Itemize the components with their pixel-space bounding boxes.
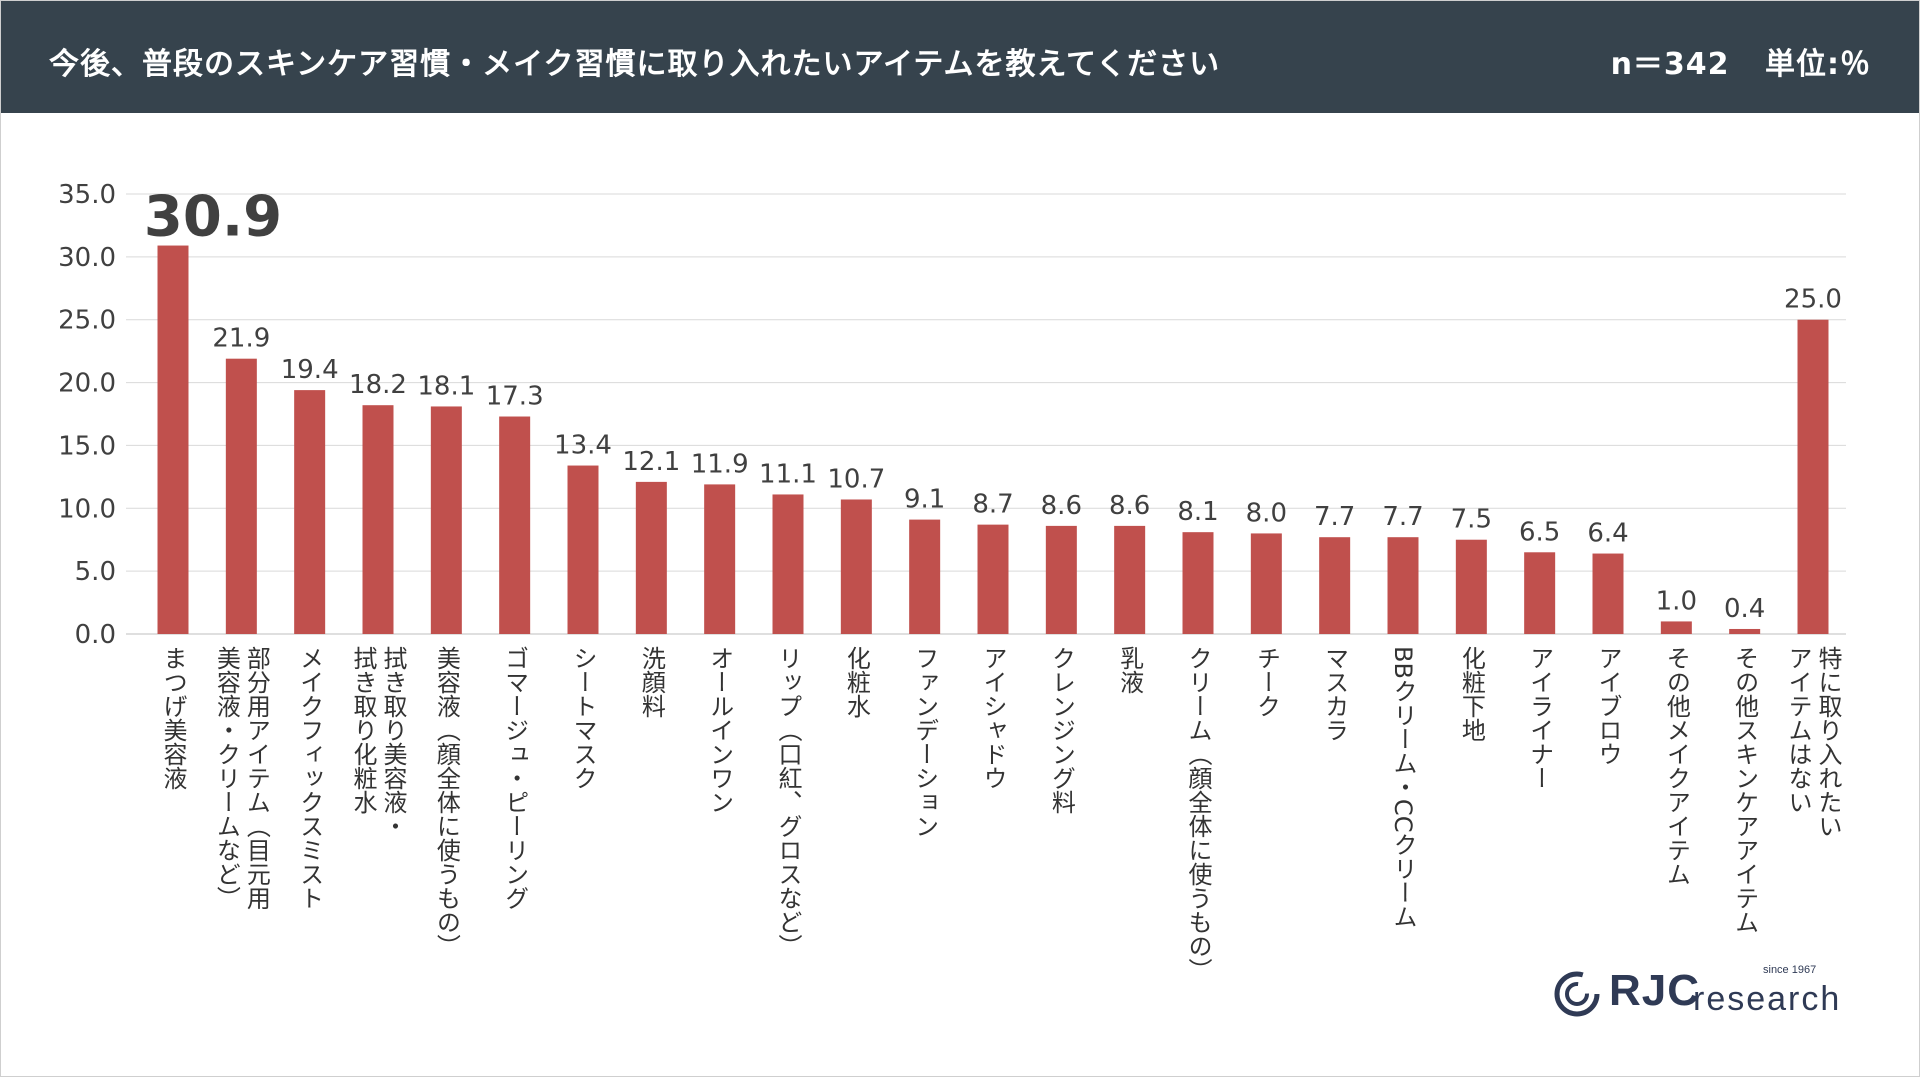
y-tick-label: 10.0 xyxy=(58,494,116,524)
x-tick-label: 特に取り入れたい xyxy=(1814,646,1842,838)
bar xyxy=(294,390,326,634)
x-tick-label: ゴマージュ・ピーリング xyxy=(501,646,529,910)
logo-brand: RJC xyxy=(1609,966,1701,1015)
rjc-logo-mark-icon xyxy=(1554,971,1600,1017)
x-tick-label: メイクフィックスミスト xyxy=(296,646,324,910)
x-tick-label: アイブロウ xyxy=(1594,646,1622,766)
data-label: 18.1 xyxy=(417,371,475,401)
data-label: 17.3 xyxy=(486,382,544,412)
y-tick-label: 20.0 xyxy=(58,369,116,399)
bar xyxy=(704,484,736,634)
x-tick-label: その他スキンケアアイテム xyxy=(1731,646,1759,934)
x-tick-label: その他メイクアイテム xyxy=(1662,646,1690,886)
y-tick-label: 5.0 xyxy=(75,557,116,587)
chart-meta: n＝342 単位:％ xyxy=(1587,39,1871,83)
y-tick-label: 15.0 xyxy=(58,431,116,461)
bar xyxy=(977,524,1009,634)
bar xyxy=(157,245,189,635)
data-label: 8.7 xyxy=(972,490,1013,520)
data-label: 7.5 xyxy=(1451,505,1492,535)
x-tick-label: 化粧水 xyxy=(842,646,870,718)
header-bar: 今後、普段のスキンケア習慣・メイク習慣に取り入れたいアイテムを教えてください n… xyxy=(1,1,1919,113)
bar xyxy=(1729,628,1761,634)
x-tick-label: クリーム（顔全体に使うもの） xyxy=(1184,646,1212,982)
y-tick-label: 0.0 xyxy=(75,620,116,650)
x-tick-label: クレンジング料 xyxy=(1047,646,1075,814)
data-label: 6.4 xyxy=(1587,519,1628,549)
data-label: 8.6 xyxy=(1109,491,1150,521)
x-tick-label: ファンデーション xyxy=(911,646,939,838)
data-label: 1.0 xyxy=(1656,586,1697,616)
bar xyxy=(1797,319,1829,634)
bar xyxy=(1387,537,1419,634)
x-tick-label: 美容液（顔全体に使うもの） xyxy=(432,646,460,958)
x-tick-label: BBクリーム・CCクリーム xyxy=(1389,646,1417,928)
x-tick-label: 美容液・クリームなど） xyxy=(212,646,240,910)
data-label: 8.1 xyxy=(1177,497,1218,527)
x-tick-label: アイシャドウ xyxy=(979,646,1007,790)
rjc-logo: RJC since 1967 research xyxy=(1553,964,1853,1022)
data-label: 21.9 xyxy=(212,324,270,354)
bar xyxy=(499,416,531,634)
bar xyxy=(1182,532,1214,634)
bar xyxy=(430,406,462,634)
data-label: 19.4 xyxy=(281,355,339,385)
x-tick-label: まつげ美容液 xyxy=(159,646,187,790)
x-tick-label: オールインワン xyxy=(706,646,734,814)
data-label: 7.7 xyxy=(1314,502,1355,532)
y-tick-label: 35.0 xyxy=(58,180,116,210)
data-label: 8.0 xyxy=(1246,498,1287,528)
data-label: 8.6 xyxy=(1041,491,1082,521)
y-tick-label: 30.0 xyxy=(58,243,116,273)
data-label: 18.2 xyxy=(349,370,407,400)
x-tick-label: シートマスク xyxy=(569,646,597,790)
data-label: 11.1 xyxy=(759,459,817,489)
x-tick-label: 拭き取り化粧水 xyxy=(349,646,377,814)
bar xyxy=(840,499,872,634)
x-tick-label: チーク xyxy=(1252,646,1280,718)
x-tick-label: 洗顔料 xyxy=(637,646,665,718)
x-tick-label: リップ（口紅、グロスなど） xyxy=(774,646,802,958)
data-label: 25.0 xyxy=(1784,285,1842,315)
x-tick-label: 拭き取り美容液・ xyxy=(379,646,407,838)
data-label: 10.7 xyxy=(827,464,885,494)
logo-since: since 1967 xyxy=(1763,964,1817,976)
data-label: 13.4 xyxy=(554,431,612,461)
x-tick-label: アイライナー xyxy=(1526,646,1554,790)
x-tick-label: 部分用アイテム（目元用 xyxy=(242,646,270,910)
bar xyxy=(1524,552,1556,634)
bar xyxy=(1319,537,1351,634)
bar xyxy=(362,405,394,634)
chart-title: 今後、普段のスキンケア習慣・メイク習慣に取り入れたいアイテムを教えてください xyxy=(49,47,1221,82)
data-label: 11.9 xyxy=(691,449,749,479)
bar xyxy=(1045,525,1077,634)
bar xyxy=(1592,553,1624,634)
bar xyxy=(567,465,599,634)
x-tick-label: 化粧下地 xyxy=(1457,646,1485,742)
data-label: 9.1 xyxy=(904,485,945,515)
data-label: 7.7 xyxy=(1382,502,1423,532)
bar xyxy=(1250,533,1282,634)
bar xyxy=(772,494,804,634)
x-tick-label: 乳液 xyxy=(1116,646,1144,694)
bar xyxy=(1455,539,1487,634)
data-label: 30.9 xyxy=(144,185,282,250)
data-label: 12.1 xyxy=(622,447,680,477)
x-tick-label: マスカラ xyxy=(1321,646,1349,742)
y-tick-label: 25.0 xyxy=(58,306,116,336)
bar xyxy=(635,481,667,634)
bar xyxy=(225,358,257,634)
data-label: 6.5 xyxy=(1519,517,1560,547)
logo-sub: research xyxy=(1693,980,1842,1018)
bar xyxy=(909,519,941,634)
sample-size: n＝342 xyxy=(1610,47,1730,82)
x-tick-label: アイテムはない xyxy=(1784,646,1812,814)
bar xyxy=(1114,525,1146,634)
data-label: 0.4 xyxy=(1724,594,1765,624)
bar xyxy=(1660,621,1692,634)
unit-label: 単位:％ xyxy=(1765,47,1871,82)
